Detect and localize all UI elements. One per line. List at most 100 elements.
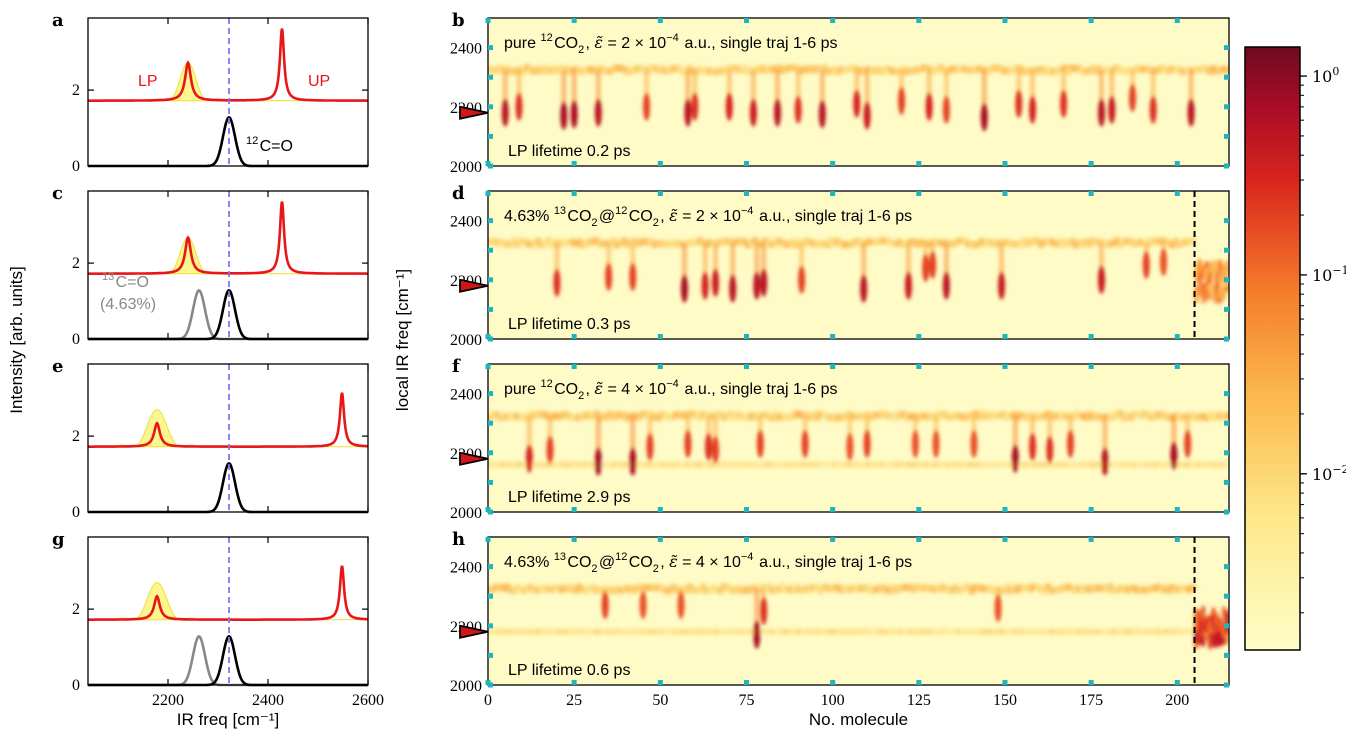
secondary-band-blob <box>955 628 962 635</box>
main-band-blob <box>1034 67 1041 75</box>
secondary-band-blob <box>576 628 583 635</box>
main-band-blob <box>648 64 655 72</box>
main-band-blob <box>679 411 686 420</box>
x-tick-cyan <box>1088 334 1094 339</box>
main-band-blob <box>831 239 838 247</box>
main-band-blob <box>920 412 928 420</box>
main-band-blob <box>1193 66 1200 74</box>
main-band-blob <box>769 586 776 594</box>
main-band-blob <box>889 239 897 247</box>
heatmap-title-part: 2 <box>653 217 659 229</box>
dip-hotspot <box>904 271 912 300</box>
main-band-blob <box>755 66 762 74</box>
main-band-blob <box>686 583 693 591</box>
x-tick-label: 2400 <box>252 692 284 709</box>
main-band-blob <box>620 411 628 419</box>
x-tick-cyan-top <box>1174 18 1180 23</box>
main-band-blob <box>724 237 731 245</box>
main-band-blob <box>727 65 735 73</box>
main-band-blob <box>614 241 621 249</box>
main-band-blob <box>1024 413 1031 421</box>
dip-hotspot <box>629 447 637 476</box>
dip-streak <box>819 69 825 115</box>
secondary-band-blob <box>945 461 951 468</box>
main-band-blob <box>917 65 924 73</box>
panel-letter-f: f <box>452 356 461 377</box>
main-band-blob <box>1051 413 1059 421</box>
main-band-blob <box>1193 414 1200 422</box>
x-tick-cyan <box>1002 680 1008 685</box>
main-band-blob <box>700 66 707 74</box>
dip-hotspot <box>798 265 806 294</box>
secondary-band-blob <box>580 461 586 468</box>
heatmap-title-part: 2 <box>591 217 597 229</box>
dip-streak <box>595 415 601 462</box>
secondary-band-blob <box>904 628 910 635</box>
dip-streak <box>864 69 870 116</box>
main-band-blob <box>817 410 824 418</box>
main-band-blob <box>689 410 697 418</box>
main-band-blob <box>813 65 821 73</box>
main-band-blob <box>965 412 973 420</box>
secondary-band-blob <box>497 628 503 635</box>
main-band-blob <box>1113 237 1121 245</box>
secondary-band-blob <box>852 628 858 635</box>
secondary-band-blob <box>1062 628 1069 635</box>
main-band-blob <box>569 413 576 421</box>
heatmap-title-part: , <box>660 554 669 571</box>
y-tick-cyan <box>488 450 493 456</box>
x-tick-cyan-top <box>830 18 836 23</box>
main-band-blob <box>748 412 755 420</box>
main-band-blob <box>727 238 735 246</box>
secondary-band-blob <box>776 628 782 635</box>
main-band-blob <box>886 587 893 595</box>
secondary-band-blob <box>1066 461 1072 468</box>
main-band-blob <box>734 585 742 593</box>
secondary-band-blob <box>904 461 910 468</box>
dip-streak <box>1012 415 1018 459</box>
main-band-blob <box>827 67 835 75</box>
main-band-blob <box>741 413 748 421</box>
secondary-band-blob <box>1159 628 1165 635</box>
main-band-blob <box>1093 238 1100 246</box>
main-band-blob <box>1172 65 1179 73</box>
main-band-blob <box>1179 238 1186 247</box>
main-band-blob <box>875 237 883 245</box>
main-band-blob <box>600 66 607 74</box>
main-band-blob <box>1041 412 1048 421</box>
secondary-band-blob <box>910 461 917 468</box>
dip-streak <box>999 242 1005 286</box>
x-tick-cyan-top <box>1002 364 1008 369</box>
x-tick-cyan-top <box>830 537 836 542</box>
secondary-band-blob <box>969 461 975 468</box>
main-band-blob <box>641 583 649 592</box>
main-band-blob <box>713 586 721 594</box>
main-band-blob <box>589 66 597 75</box>
y-tick-cyan <box>488 479 493 485</box>
main-band-blob <box>527 584 535 592</box>
secondary-band-blob <box>924 628 931 635</box>
x-tick-cyan-top <box>830 364 836 369</box>
main-band-blob <box>1062 239 1069 247</box>
main-band-blob <box>820 583 828 591</box>
main-band-blob <box>1048 238 1055 246</box>
main-band-blob <box>541 64 549 72</box>
main-band-blob <box>534 410 542 418</box>
secondary-band-blob <box>783 628 789 635</box>
main-band-blob <box>1127 414 1134 422</box>
secondary-band-blob <box>786 628 793 635</box>
main-band-blob <box>1189 237 1197 245</box>
main-band-blob <box>1096 238 1103 246</box>
dip-hotspot <box>515 92 523 121</box>
main-band-blob <box>665 67 673 75</box>
secondary-band-blob <box>1045 628 1051 635</box>
dip-streak <box>1047 415 1053 450</box>
main-band-blob <box>1175 585 1183 593</box>
main-band-blob <box>872 411 879 419</box>
heatmap-title-part: = 2 × 10 <box>678 208 741 225</box>
secondary-band-blob <box>1041 628 1048 635</box>
main-band-blob <box>1020 412 1028 420</box>
main-band-blob <box>500 584 507 592</box>
main-band-blob <box>1199 65 1207 73</box>
main-band-blob <box>531 586 538 594</box>
